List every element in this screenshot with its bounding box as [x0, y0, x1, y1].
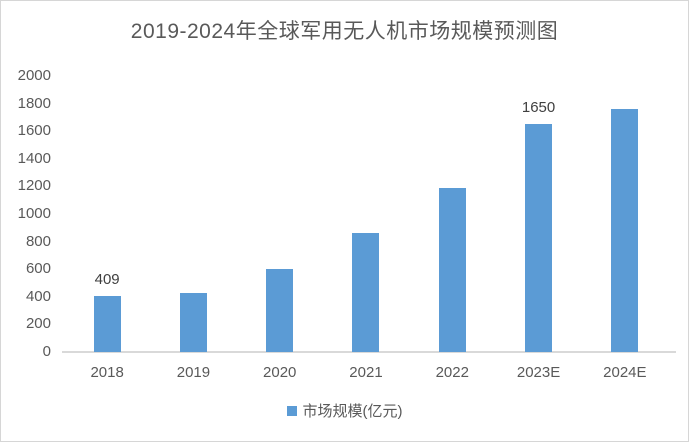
y-tick-label: 400: [25, 287, 51, 305]
y-tick-label: 0: [42, 343, 51, 360]
y-tick-label: 2000: [17, 67, 51, 84]
bar-slot: 1650: [495, 76, 581, 352]
bar-slot: [237, 76, 323, 352]
legend: 市场规模(亿元): [1, 400, 688, 421]
y-tick-label: 1000: [17, 205, 51, 222]
data-label: 1650: [521, 99, 556, 117]
y-tick-label: 1600: [17, 122, 51, 140]
x-tick-label: 2023E: [516, 364, 561, 381]
chart-title: 2019-2024年全球军用无人机市场规模预测图: [130, 20, 559, 43]
bar: [179, 292, 207, 352]
x-tick-label: 2022: [435, 364, 469, 381]
y-tick-label: 1200: [17, 177, 51, 195]
x-tick-label: 2018: [90, 364, 124, 381]
x-axis-labels: 2018 2019 2020 2021 2022 2023E 2024E: [64, 364, 668, 381]
data-label: 409: [94, 270, 120, 288]
bar-slot: [409, 76, 495, 352]
y-tick-label: 800: [25, 232, 51, 250]
legend-marker-icon: [286, 405, 297, 416]
y-tick-label: 600: [25, 260, 51, 278]
y-tick-label: 1400: [17, 149, 51, 167]
bar: [525, 124, 553, 352]
y-axis-labels: 2000 1800 1600 1400 1200 1000 800 600 400 200 0: [1, 1, 51, 441]
bar-slot: [150, 76, 236, 352]
bar: [611, 109, 639, 352]
bar: [438, 187, 466, 352]
bar-slot: 409: [64, 76, 150, 352]
x-tick-label: 2020: [263, 364, 297, 381]
bar: [93, 295, 121, 352]
bar: [266, 269, 294, 352]
x-tick-label: 2019: [176, 364, 211, 381]
bar-slot: [323, 76, 409, 352]
bar: [352, 232, 380, 352]
bar-slot: [582, 76, 668, 352]
x-tick-label: 2024E: [603, 364, 647, 381]
legend-label: 市场规模(亿元): [302, 403, 403, 420]
x-tick-label: 2021: [349, 364, 383, 381]
y-tick-label: 200: [25, 315, 51, 333]
y-tick-label: 1800: [17, 94, 51, 112]
x-axis-line: [62, 351, 676, 353]
plot-area: 409 1650: [62, 76, 676, 353]
